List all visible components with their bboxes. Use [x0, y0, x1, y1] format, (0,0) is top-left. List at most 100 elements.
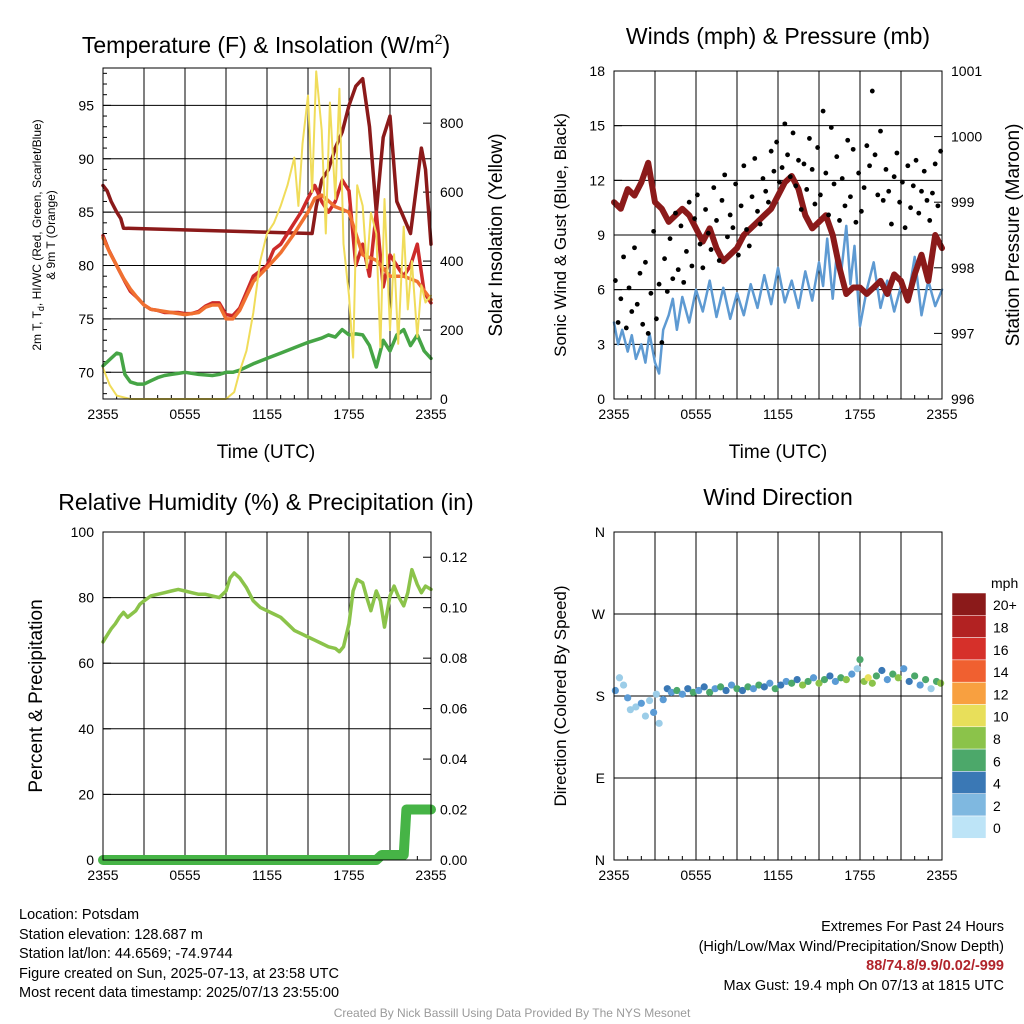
- colorbar-swatch: [951, 793, 987, 817]
- gust-point: [899, 179, 905, 185]
- gust-point: [735, 252, 741, 258]
- direction-point: [722, 686, 730, 695]
- colorbar-swatch: [951, 637, 987, 661]
- direction-point: [856, 655, 864, 664]
- gust-point: [755, 208, 760, 214]
- gust-point: [673, 210, 678, 216]
- gust-point: [621, 254, 626, 260]
- latlon-text: Station lat/lon: 44.6569; -74.9744: [19, 946, 233, 962]
- direction-point: [615, 674, 624, 682]
- y2-tick-label: 400: [440, 253, 464, 269]
- direction-point: [809, 674, 818, 682]
- gust-point: [692, 216, 698, 222]
- gust-point: [807, 136, 812, 141]
- location-text: Location: Potsdam: [19, 907, 140, 923]
- gust-point: [787, 174, 793, 180]
- direction-point: [927, 685, 935, 693]
- direction-point: [641, 712, 650, 720]
- humidity-panel: Relative Humidity (%) & Precipitation (i…: [26, 489, 474, 883]
- x-tick-label: 2355: [87, 867, 118, 883]
- gust-point: [651, 228, 657, 234]
- x-tick-label: 1755: [844, 867, 875, 883]
- gust-point: [842, 203, 848, 209]
- y-tick-label: 80: [78, 258, 94, 274]
- direction-point: [733, 685, 741, 693]
- gust-point: [714, 218, 719, 223]
- direction-point: [611, 686, 619, 695]
- gust-point: [878, 128, 883, 134]
- y-tick-label: 18: [589, 63, 605, 79]
- direction-point: [659, 696, 667, 704]
- gust-point: [629, 309, 635, 314]
- temperature-plot: 70 75 80 85 90 95 0 200 400 600 800 2355 0555 1155 175…: [78, 67, 464, 422]
- direction-point: [842, 676, 850, 684]
- gust-point: [919, 188, 924, 194]
- gust-point: [626, 285, 632, 291]
- direction-point: [771, 685, 779, 693]
- gust-point: [730, 225, 736, 231]
- y-tick-label: S: [596, 688, 605, 704]
- gust-point: [869, 88, 875, 94]
- direction-point: [916, 681, 924, 689]
- direction-point: [878, 666, 886, 675]
- colorbar-swatch: [951, 771, 987, 794]
- extremes-heading: Extremes For Past 24 Hours: [821, 919, 1004, 935]
- gust-point: [902, 225, 908, 231]
- y-tick-label: 85: [78, 204, 94, 220]
- gust-point: [921, 168, 927, 174]
- gust-point: [910, 183, 916, 189]
- y-tick-label: 15: [589, 118, 605, 134]
- direction-point: [624, 694, 632, 702]
- direction-point: [883, 676, 891, 684]
- x-tick-label: 2355: [598, 867, 629, 883]
- direction-point: [937, 679, 945, 687]
- y-tick-label: N: [595, 524, 605, 540]
- direction-point: [689, 688, 697, 696]
- gust-point: [700, 265, 706, 271]
- gust-point: [741, 163, 747, 169]
- colorbar-label: 10: [993, 709, 1009, 725]
- plot-frame: [102, 531, 432, 861]
- gust-point: [722, 172, 728, 178]
- gust-point: [801, 161, 807, 167]
- direction-point: [738, 686, 747, 695]
- gust-point: [681, 279, 687, 285]
- y-tick-label: W: [592, 606, 606, 622]
- direction-point: [837, 674, 845, 682]
- gust-point: [774, 139, 780, 145]
- y-tick-label: 6: [597, 282, 605, 298]
- y2-tick-label: 998: [951, 260, 975, 276]
- direction-point: [749, 685, 758, 693]
- y-tick-label: 60: [78, 655, 94, 671]
- temperature-ylabel-line1: 2m T, Td, HI/WC (Red, Green, Scarlet/Blu…: [30, 119, 46, 350]
- gust-point: [889, 221, 894, 227]
- gust-point: [856, 170, 862, 176]
- gust-point: [930, 190, 935, 196]
- colorbar-swatch: [951, 615, 987, 638]
- direction-point: [900, 665, 908, 673]
- colorbar: 20+ 18 16 14 12 10 8 6 4 2 0: [951, 592, 1017, 839]
- gust-point: [637, 270, 643, 276]
- plot-frame: [102, 67, 432, 400]
- gust-point: [678, 223, 684, 229]
- direction-point: [727, 681, 736, 689]
- y2-tick-label: 200: [440, 322, 464, 338]
- direction-point: [799, 681, 807, 689]
- y-tick-label: 75: [78, 311, 94, 327]
- gust-point: [749, 194, 755, 200]
- gust-point: [785, 152, 790, 158]
- gust-point: [659, 340, 665, 345]
- winds-y2label: Station Pressure (Maroon): [1003, 124, 1024, 347]
- gust-point: [834, 154, 840, 160]
- gust-point: [656, 281, 662, 287]
- x-tick-label: 1755: [333, 867, 364, 883]
- gust-point: [653, 316, 659, 322]
- winds-xlabel: Time (UTC): [729, 442, 828, 463]
- y-tick-label: 40: [78, 721, 94, 737]
- direction-point: [793, 676, 801, 684]
- gust-point: [733, 181, 739, 187]
- x-tick-label: 2355: [415, 406, 446, 422]
- gust-point: [872, 152, 878, 158]
- y2-tick-label: 996: [951, 391, 975, 407]
